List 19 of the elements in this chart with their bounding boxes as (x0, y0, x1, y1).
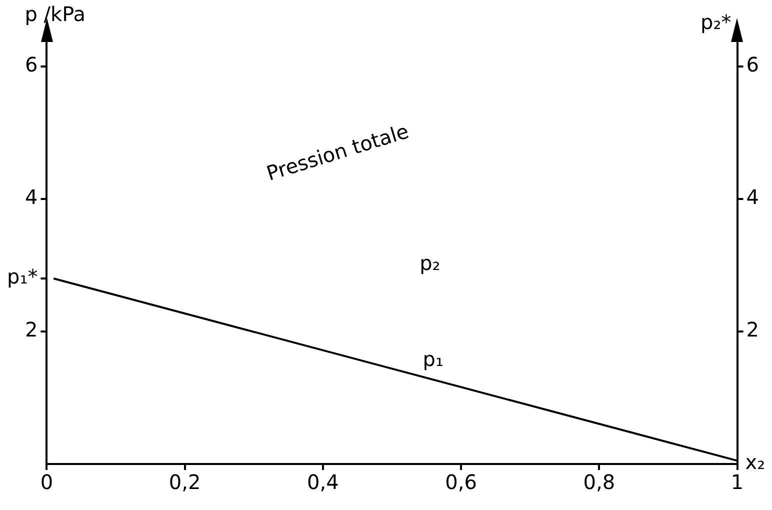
x-tick-label: 0,2 (168, 470, 201, 494)
y-tick-label: 6 (24, 52, 38, 77)
y-tick-label: 2 (24, 318, 38, 342)
y2-tick-label: 6 (746, 52, 760, 77)
annotation: Pression totale (264, 118, 412, 186)
y-tick-label: 4 (24, 185, 38, 210)
y-axis-title: p /kPa (24, 2, 86, 26)
x-tick-label: 0,8 (583, 470, 616, 494)
x-tick-label: 0,6 (445, 470, 477, 494)
x-tick-label: 0,4 (307, 470, 339, 494)
annotation: p₂ (420, 250, 440, 275)
y2-axis-title: p₂* (700, 10, 732, 34)
y-tick-label: p₁* (6, 264, 38, 289)
series-label: p₁ (422, 347, 444, 372)
y2-tick-label: 4 (746, 185, 760, 210)
x-tick-label: 0 (40, 470, 54, 494)
y2-tick-label: 2 (746, 318, 760, 342)
x-axis-title: x₂ (745, 450, 766, 474)
x-tick-label: 1 (730, 470, 744, 494)
